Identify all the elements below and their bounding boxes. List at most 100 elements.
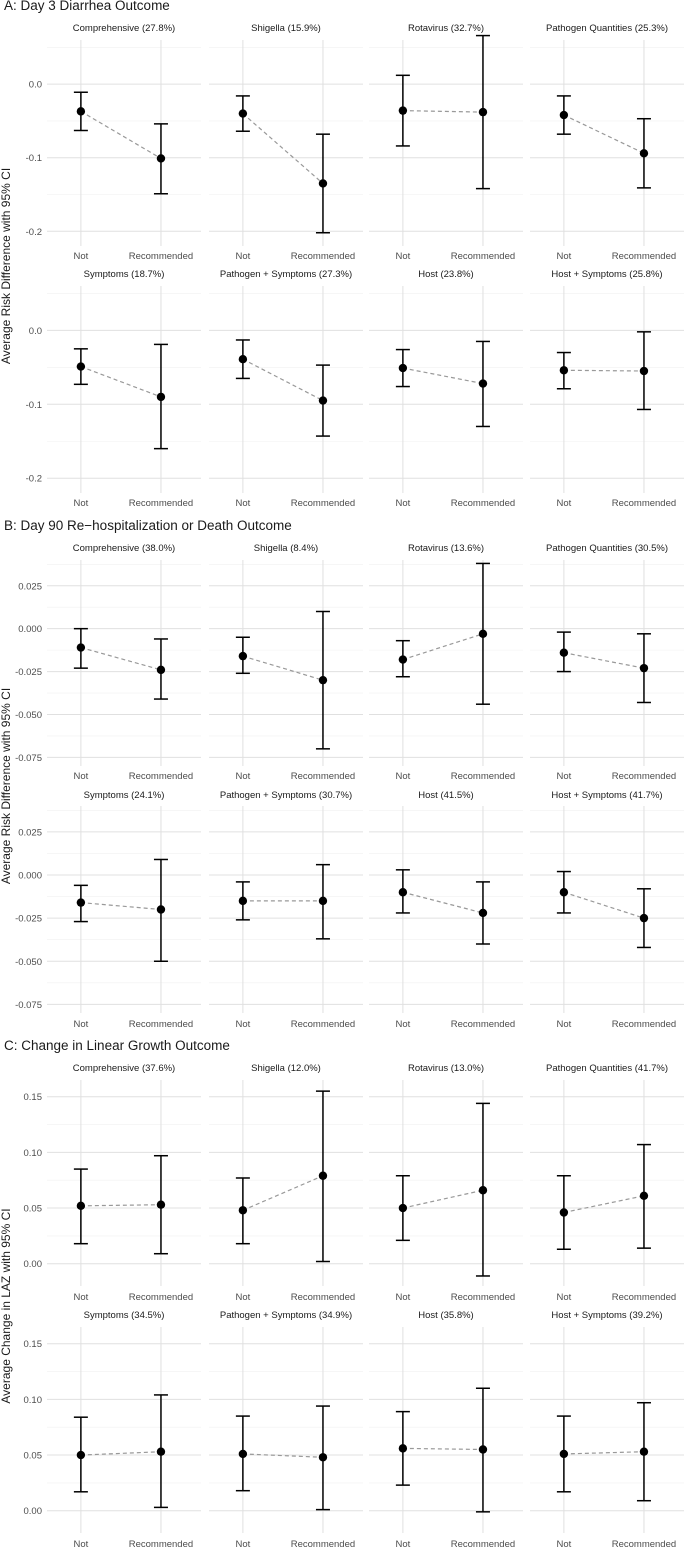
y-axis-label: Average Risk Difference with 95% CI <box>0 688 13 884</box>
panel-title: Symptoms (18.7%) <box>84 269 165 280</box>
connector-line <box>80 902 162 911</box>
x-tick-label: Recommended <box>612 1539 676 1548</box>
x-tick-label: Recommended <box>291 771 355 782</box>
point-estimate <box>398 888 408 897</box>
connector-line <box>242 655 324 681</box>
point-estimate <box>76 1450 86 1460</box>
panel-8: Host + Symptoms (39.2%) Not Recommended <box>530 1310 684 1548</box>
panel-title: Pathogen + Symptoms (30.7%) <box>220 790 352 801</box>
panel-title: Host + Symptoms (39.2%) <box>551 1310 662 1321</box>
panel-title: Comprehensive (27.8%) <box>73 23 175 34</box>
point-estimate <box>478 1186 488 1195</box>
panel-7: Host (41.5%) Not Recommended <box>369 790 523 1030</box>
x-tick-label: Not <box>395 498 410 509</box>
connector-line <box>563 369 644 372</box>
y-tick-label: 0.10 <box>24 1148 43 1159</box>
point-estimate <box>76 898 86 907</box>
panel-6: Pathogen + Symptoms (34.9%) Not Recommende… <box>209 1310 363 1548</box>
panel-title: Comprehensive (38.0%) <box>73 543 175 554</box>
y-tick-label: -0.025 <box>15 914 42 925</box>
x-tick-label: Not <box>73 498 88 509</box>
panel-title: Pathogen + Symptoms (27.3%) <box>220 269 352 280</box>
panel-title: Shigella (15.9%) <box>251 23 321 34</box>
panel-6: Pathogen + Symptoms (30.7%) Not Recommende… <box>209 790 363 1030</box>
y-tick-label: -0.050 <box>15 957 42 968</box>
panel-5: Symptoms (24.1%) Not Recommended <box>47 790 201 1030</box>
y-tick-label: -0.2 <box>26 227 42 238</box>
x-tick-label: Recommended <box>129 1292 193 1303</box>
chart-section-3: C: Change in Linear Growth Outcome Averag… <box>0 1038 684 1548</box>
connector-line <box>402 891 484 914</box>
point-estimate <box>238 651 248 661</box>
panel-title: Rotavirus (13.0%) <box>408 1063 484 1074</box>
x-tick-label: Recommended <box>129 1019 193 1030</box>
y-tick-label: 0.000 <box>18 624 42 635</box>
connector-line <box>242 358 324 402</box>
x-tick-label: Recommended <box>291 1019 355 1030</box>
point-estimate <box>238 1449 248 1459</box>
chart-section-1: A: Day 3 Diarrhea Outcome Average Risk Di… <box>0 0 684 509</box>
connector-line <box>80 1204 161 1207</box>
y-tick-label: 0.025 <box>18 827 42 838</box>
panel-title: Symptoms (24.1%) <box>84 790 165 801</box>
point-estimate <box>639 149 649 158</box>
panel-title: Host + Symptoms (41.7%) <box>551 790 662 801</box>
x-tick-label: Not <box>395 1292 410 1303</box>
point-estimate <box>478 379 488 388</box>
point-estimate <box>398 1203 408 1213</box>
panel-3: Rotavirus (13.6%) Not Recommended <box>369 543 523 782</box>
x-tick-label: Recommended <box>129 1539 193 1548</box>
point-estimate <box>318 1453 328 1462</box>
x-tick-label: Not <box>235 498 250 509</box>
point-estimate <box>238 896 248 906</box>
point-estimate <box>639 913 649 923</box>
panel-title: Host (41.5%) <box>418 790 473 801</box>
point-estimate <box>398 363 408 373</box>
point-estimate <box>559 1449 569 1459</box>
x-tick-label: Recommended <box>129 251 193 262</box>
connector-line <box>402 110 483 113</box>
chart-section-2: B: Day 90 Re−hospitalization or Death Ou… <box>0 518 684 1030</box>
x-tick-label: Recommended <box>612 771 676 782</box>
point-estimate <box>76 643 86 652</box>
connector-line <box>563 114 645 154</box>
y-tick-label: 0.05 <box>24 1451 43 1462</box>
section-title: B: Day 90 Re−hospitalization or Death Ou… <box>4 518 292 533</box>
y-tick-label: 0.00 <box>24 1506 43 1517</box>
section-title: C: Change in Linear Growth Outcome <box>4 1038 230 1053</box>
point-estimate <box>478 1445 488 1454</box>
point-estimate <box>478 629 488 639</box>
panel-1: Comprehensive (37.6%) Not Recommended <box>47 1063 201 1303</box>
panel-title: Pathogen + Symptoms (34.9%) <box>220 1310 352 1321</box>
x-tick-label: Recommended <box>291 1292 355 1303</box>
panel-8: Host + Symptoms (41.7%) Not Recommended <box>530 790 684 1030</box>
panel-2: Shigella (15.9%) Not Recommended <box>209 23 363 262</box>
point-estimate <box>156 665 166 675</box>
y-tick-label: -0.050 <box>15 710 42 721</box>
x-tick-label: Not <box>235 1539 250 1548</box>
connector-line <box>80 646 162 671</box>
connector-line <box>563 1451 644 1455</box>
point-estimate <box>318 896 328 906</box>
x-tick-label: Recommended <box>291 1539 355 1548</box>
connector-line <box>563 891 645 919</box>
x-tick-label: Recommended <box>612 1019 676 1030</box>
point-estimate <box>76 362 86 371</box>
panel-title: Host (23.8%) <box>418 269 473 280</box>
point-estimate <box>559 648 569 657</box>
point-estimate <box>559 888 569 897</box>
panel-5: Symptoms (34.5%) Not Recommended <box>47 1310 201 1548</box>
section-title: A: Day 3 Diarrhea Outcome <box>4 0 170 13</box>
y-axis-label: Average Risk Difference with 95% CI <box>0 168 13 364</box>
panel-3: Rotavirus (13.0%) Not Recommended <box>369 1063 523 1303</box>
panel-title: Rotavirus (32.7%) <box>408 23 484 34</box>
point-estimate <box>238 1206 248 1215</box>
panel-2: Shigella (12.0%) Not Recommended <box>209 1063 363 1303</box>
point-estimate <box>559 366 569 375</box>
point-estimate <box>318 179 328 188</box>
x-tick-label: Not <box>556 1019 571 1030</box>
panel-7: Host (35.8%) Not Recommended <box>369 1310 523 1548</box>
point-estimate <box>559 1208 569 1217</box>
x-tick-label: Recommended <box>451 498 515 509</box>
y-tick-label: -0.025 <box>15 667 42 678</box>
